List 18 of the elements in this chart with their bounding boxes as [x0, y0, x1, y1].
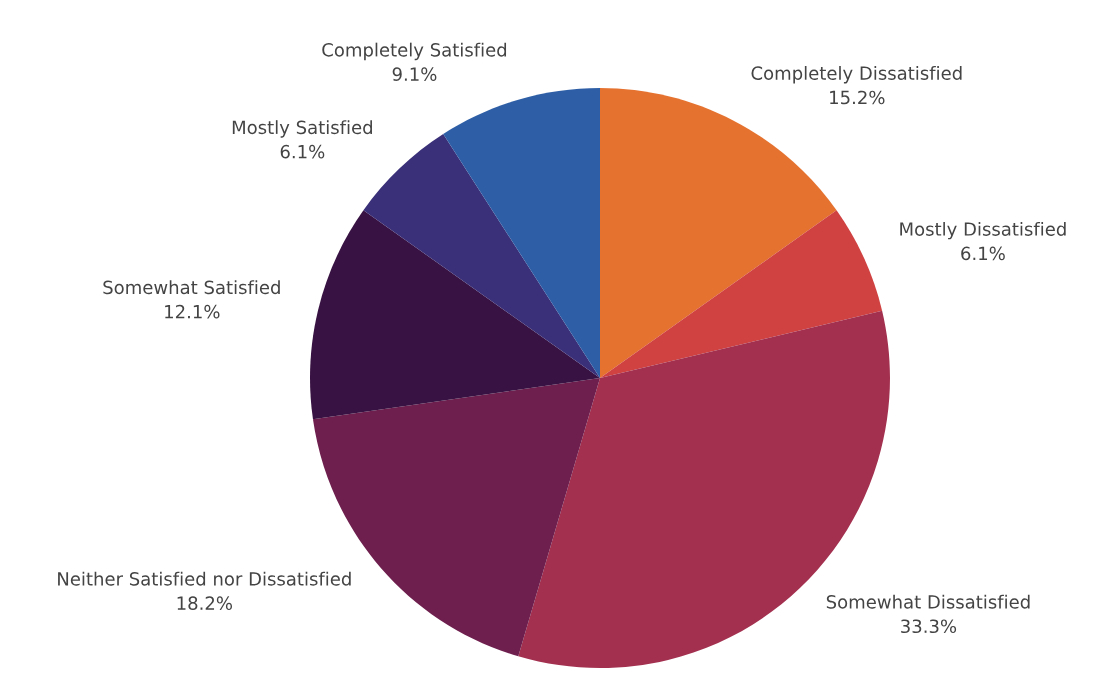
- data-label: 12.1%: [165, 304, 220, 319]
- slice-label: Neither Satisfied nor Dissatisfied: [58, 571, 351, 586]
- slice-label: Completely Satisfied: [322, 42, 507, 61]
- pie-slice: [600, 210, 883, 378]
- data-label: 6.1%: [961, 246, 1005, 261]
- data-label: 9.1%: [392, 67, 437, 81]
- data-label: 33.3%: [901, 619, 957, 634]
- slice-label: Somewhat Satisfied: [103, 280, 280, 295]
- data-label: 18.2%: [177, 596, 233, 610]
- slice-label: Mostly Satisfied: [232, 120, 372, 138]
- slice-label: Mostly Dissatisfied: [900, 221, 1066, 240]
- data-label: 6.1%: [280, 144, 325, 159]
- pie-slice: [310, 210, 600, 420]
- pie-slice: [443, 88, 600, 378]
- pie-slice: [363, 134, 600, 378]
- slice-label: Somewhat Dissatisfied: [826, 594, 1030, 609]
- data-label: 15.2%: [830, 90, 885, 105]
- slice-label: Completely Dissatisfied: [751, 65, 962, 84]
